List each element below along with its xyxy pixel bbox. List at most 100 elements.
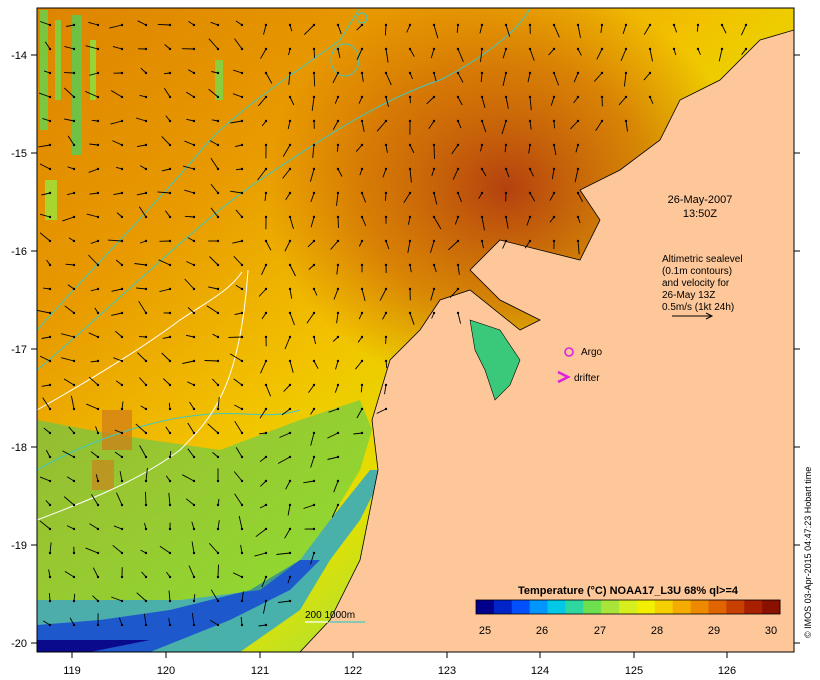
velocity-vector [208, 38, 219, 50]
vector-origin [624, 23, 628, 27]
vector-origin [720, 23, 724, 27]
vector-origin [144, 335, 148, 339]
colorbar-cell [547, 600, 566, 614]
vector-origin [288, 527, 292, 531]
velocity-vector [385, 72, 392, 86]
vector-origin [192, 599, 196, 603]
vector-origin [552, 95, 556, 99]
vector-origin [360, 119, 364, 123]
vector-origin [504, 191, 508, 195]
velocity-vector [409, 144, 415, 154]
colorbar-cell [476, 600, 495, 614]
vector-origin [216, 71, 220, 75]
colorbar-cell [583, 600, 602, 614]
vector-origin [408, 311, 412, 315]
vector-origin [120, 407, 124, 411]
vector-origin [216, 479, 220, 483]
velocity-vector [62, 450, 75, 458]
velocity-vector [433, 264, 437, 273]
velocity-vector [457, 312, 462, 324]
vector-origin [192, 191, 196, 195]
vector-origin [240, 71, 244, 75]
vector-origin [144, 143, 148, 147]
vector-origin [48, 215, 52, 219]
credit-text: © IMOS 03-Apr-2015 04:47:23 Hobart time [803, 467, 813, 638]
velocity-vector [64, 118, 75, 122]
vector-origin [240, 95, 244, 99]
velocity-vector [622, 24, 627, 34]
velocity-vector [210, 207, 219, 218]
vector-origin [288, 143, 292, 147]
velocity-vector [39, 163, 51, 170]
vector-origin [216, 503, 220, 507]
vector-origin [360, 95, 364, 99]
vector-origin [552, 215, 556, 219]
vector-origin [264, 263, 268, 267]
vector-origin [240, 287, 244, 291]
vector-origin [48, 191, 52, 195]
velocity-vector [382, 168, 387, 178]
vector-origin [192, 215, 196, 219]
velocity-vector [433, 216, 442, 230]
vector-origin [72, 143, 76, 147]
velocity-vector [210, 589, 219, 602]
vector-origin [168, 599, 172, 603]
vector-origin [576, 23, 580, 27]
velocity-vector [385, 96, 389, 108]
velocity-vector [69, 617, 75, 626]
velocity-vector [233, 471, 243, 482]
velocity-vector [134, 263, 147, 266]
vector-origin [432, 23, 436, 27]
vector-origin [288, 383, 292, 387]
vector-origin [576, 191, 580, 195]
vector-origin [216, 311, 220, 315]
vector-origin [408, 119, 412, 123]
velocity-vector [529, 192, 536, 202]
velocity-vector [89, 143, 99, 146]
vector-origin [576, 167, 580, 171]
vector-origin [144, 431, 148, 435]
vector-origin [216, 263, 220, 267]
vector-origin [144, 359, 148, 363]
velocity-vector [90, 360, 99, 363]
vector-origin [480, 95, 484, 99]
vector-origin [600, 95, 604, 99]
vector-origin [624, 47, 628, 51]
vector-origin [336, 431, 340, 435]
velocity-vectors [37, 20, 748, 627]
velocity-vector [360, 384, 363, 393]
velocity-vector [385, 240, 390, 250]
vector-origin [216, 359, 220, 363]
velocity-vector [289, 360, 294, 373]
velocity-vector [89, 523, 99, 530]
vector-origin [504, 119, 508, 123]
vector-origin [48, 287, 52, 291]
velocity-vector [284, 528, 291, 539]
vector-origin [336, 335, 340, 339]
velocity-vector [310, 216, 315, 228]
vector-origin [264, 359, 268, 363]
velocity-vector [336, 192, 339, 206]
vector-origin [192, 119, 196, 123]
vector-origin [72, 119, 76, 123]
velocity-vector [49, 542, 52, 554]
vector-origin [216, 143, 220, 147]
vector-origin [48, 383, 52, 387]
vector-origin [96, 143, 100, 147]
vector-origin [336, 119, 340, 123]
velocity-vector [332, 120, 339, 130]
velocity-vector [217, 564, 219, 578]
vector-origin [72, 623, 76, 627]
vector-origin [504, 95, 508, 99]
vector-origin [648, 47, 652, 51]
velocity-vector [623, 72, 627, 87]
velocity-vector [88, 168, 99, 173]
velocity-vector [625, 120, 628, 132]
vector-origin [432, 263, 436, 267]
colorbar-cell [762, 600, 781, 614]
vector-origin [264, 575, 268, 579]
vector-origin [552, 191, 556, 195]
vector-origin [672, 23, 676, 27]
y-tick-label: -14 [11, 50, 27, 62]
vector-origin [192, 455, 196, 459]
